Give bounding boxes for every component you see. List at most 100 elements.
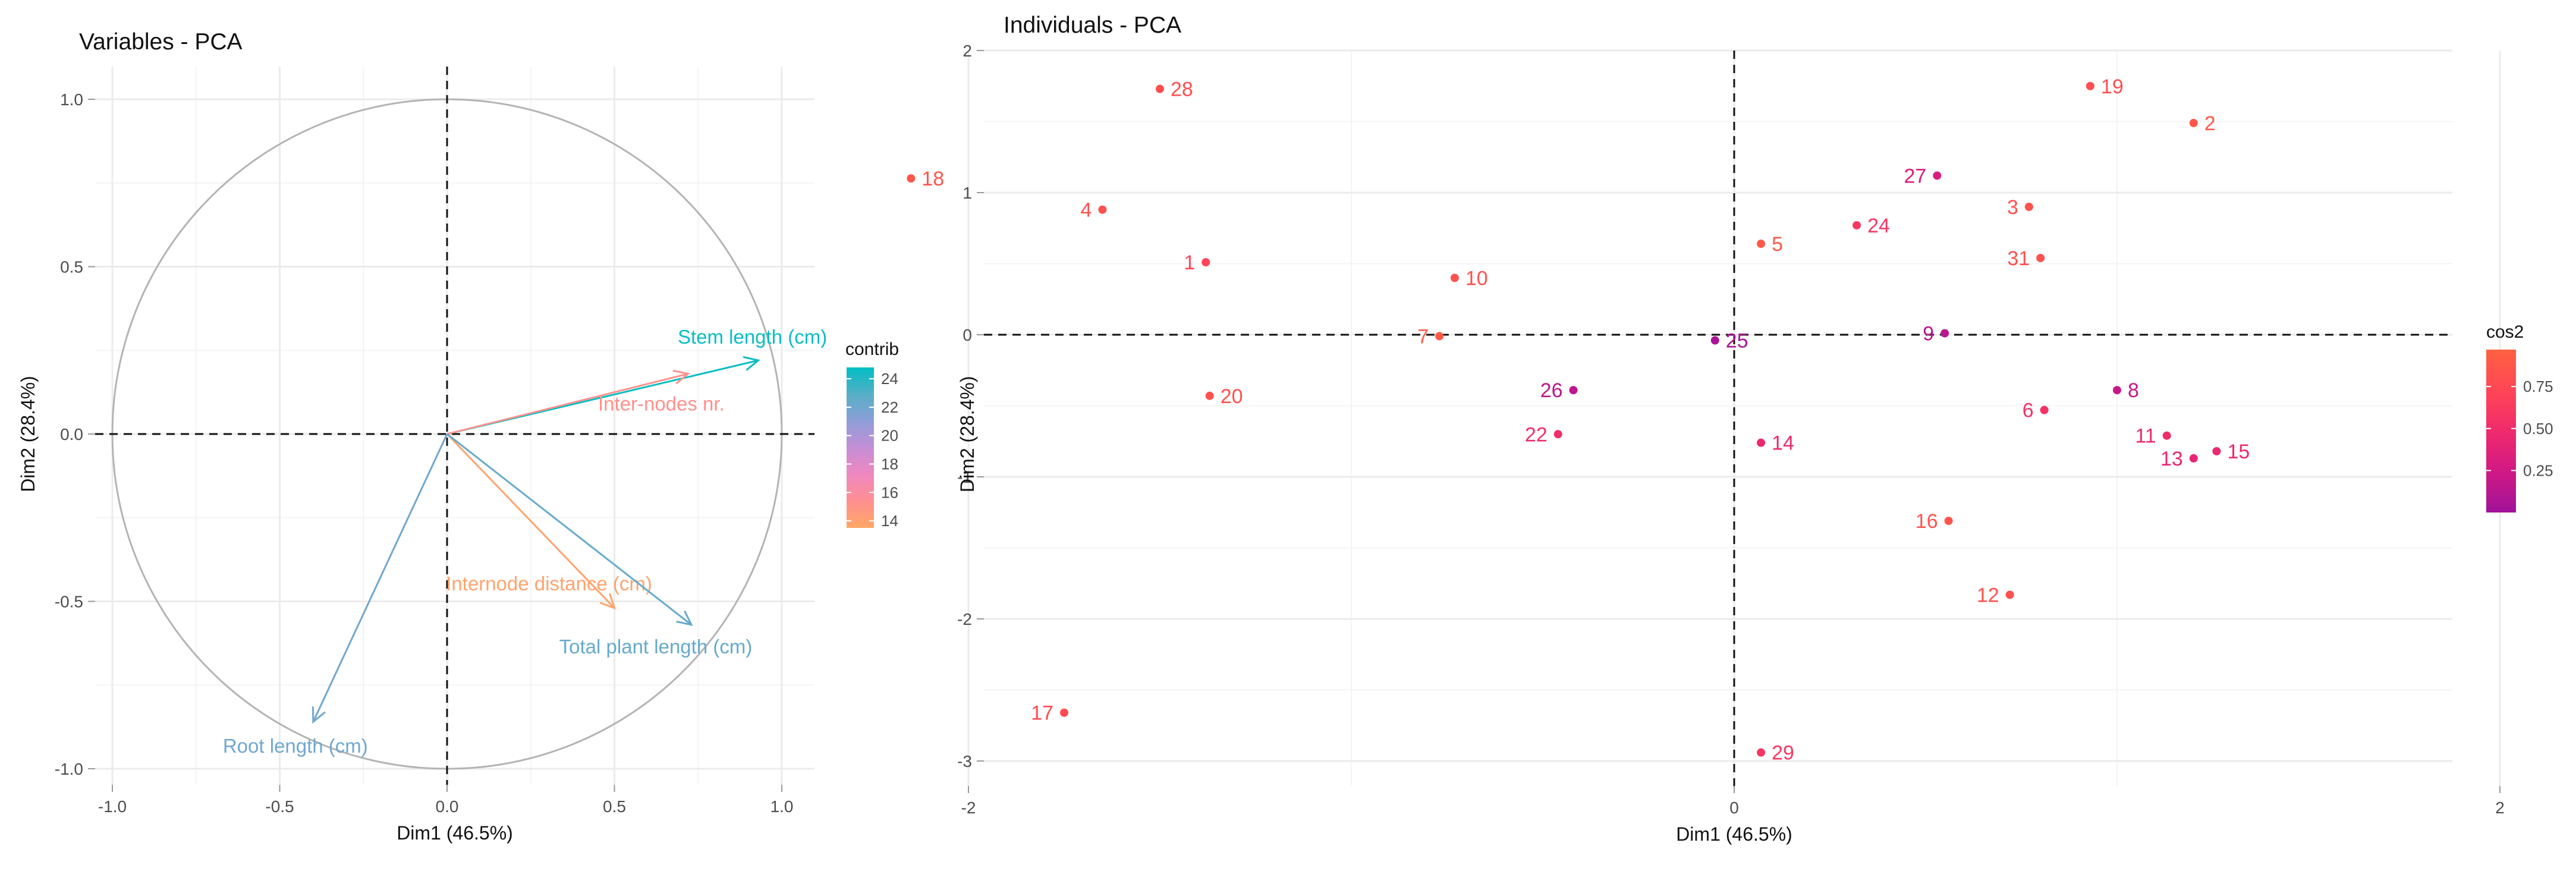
- individual-point: [2212, 446, 2221, 455]
- individual-point: [1710, 336, 1719, 345]
- variable-arrowhead: [599, 593, 616, 610]
- individual-label: 29: [1772, 742, 1794, 765]
- individual-label: 7: [1417, 325, 1429, 348]
- individual-label: 1: [1184, 251, 1195, 274]
- individual-point: [2024, 202, 2033, 211]
- individual-label: 19: [2101, 76, 2124, 98]
- individual-label: 6: [2023, 400, 2034, 422]
- y-tick-label: 0.0: [60, 425, 83, 444]
- individual-point: [2036, 253, 2045, 262]
- y-tick-label: -1.0: [55, 760, 83, 778]
- individual-point: [1205, 391, 1214, 400]
- legend-tick-label: 0.25: [2523, 461, 2553, 479]
- x-tick-label: 0: [1729, 798, 1739, 817]
- x-tick-label: -1.0: [98, 797, 127, 816]
- individual-label: 11: [2135, 425, 2156, 448]
- individual-label: 14: [1772, 432, 1794, 455]
- legend-tick-label: 0.50: [2523, 420, 2553, 438]
- variable-arrowhead: [676, 610, 693, 627]
- individual-label: 9: [1923, 323, 1934, 345]
- individual-label: 27: [1904, 165, 1926, 187]
- legend-tick-label: 20: [881, 427, 898, 445]
- individual-label: 16: [1916, 510, 1938, 533]
- variable-label: Internode distance (cm): [446, 573, 652, 595]
- chart-title: Individuals - PCA: [1004, 12, 1181, 38]
- x-tick-label: 0.0: [436, 797, 459, 816]
- plot-panel: [95, 67, 814, 785]
- y-tick-label: -3: [957, 752, 972, 771]
- individual-point: [1450, 273, 1459, 282]
- y-tick-label: -0.5: [55, 593, 83, 611]
- y-axis-label: Dim2 (28.4%): [957, 376, 978, 492]
- individual-label: 20: [1221, 385, 1243, 408]
- x-tick-label: -2: [961, 798, 976, 817]
- x-tick-label: 0.5: [603, 797, 626, 816]
- legend-tick-label: 24: [881, 370, 898, 388]
- individual-label: 3: [2007, 196, 2018, 219]
- individual-label: 10: [1465, 267, 1488, 290]
- individual-point: [1156, 84, 1164, 93]
- variable-label: Stem length (cm): [678, 326, 827, 348]
- individual-point: [1852, 221, 1861, 229]
- x-tick-label: 2: [2495, 798, 2505, 817]
- variable-arrow: [446, 433, 692, 626]
- individual-label: 31: [2007, 247, 2030, 270]
- individual-label: 15: [2227, 441, 2250, 463]
- x-tick-label: -0.5: [265, 797, 294, 816]
- variable-label: Inter-nodes nr.: [598, 393, 725, 415]
- individual-label: 4: [1080, 199, 1092, 222]
- variable-arrow: [446, 373, 688, 435]
- individual-point: [907, 174, 916, 183]
- legend-title: contrib: [845, 339, 899, 359]
- individual-point: [2162, 431, 2171, 440]
- individual-point: [1098, 205, 1107, 214]
- variable-label: Root length (cm): [223, 735, 368, 757]
- individual-point: [2113, 386, 2121, 395]
- legend-tick-label: 16: [881, 483, 898, 501]
- legend-colorbar: [2486, 350, 2516, 512]
- y-tick-label: 1.0: [60, 90, 83, 109]
- individual-point: [1757, 748, 1766, 757]
- chart-title: Variables - PCA: [79, 29, 243, 55]
- y-tick-label: -1: [957, 468, 972, 486]
- legend-tick-label: 22: [881, 398, 898, 416]
- y-tick-label: 2: [963, 42, 972, 60]
- y-tick-label: 0.5: [60, 258, 83, 276]
- individual-point: [2005, 590, 2014, 599]
- x-axis-label: Dim1 (46.5%): [397, 822, 513, 844]
- individual-label: 5: [1772, 233, 1783, 256]
- variable-arrowhead: [743, 356, 760, 371]
- legend-tick-label: 0.75: [2523, 378, 2553, 395]
- individual-label: 12: [1977, 584, 1999, 606]
- variable-arrowhead: [312, 706, 326, 724]
- individual-point: [1933, 171, 1942, 180]
- individual-point: [1201, 258, 1210, 267]
- x-axis-label: Dim1 (46.5%): [1676, 823, 1792, 845]
- individual-label: 28: [1171, 78, 1193, 101]
- plot-panel: [984, 51, 2452, 786]
- legend-title: cos2: [2486, 322, 2524, 342]
- x-tick-label: 1.0: [770, 797, 794, 816]
- individual-point: [1944, 517, 1953, 526]
- individual-label: 8: [2128, 379, 2139, 402]
- individual-point: [1940, 329, 1949, 338]
- legend-colorbar: [847, 367, 874, 528]
- individual-label: 13: [2160, 448, 2183, 470]
- individual-point: [1757, 240, 1766, 249]
- y-axis-label: Dim2 (28.4%): [17, 376, 39, 492]
- individual-point: [1060, 708, 1068, 717]
- individual-point: [1435, 332, 1444, 341]
- y-tick-label: 1: [963, 184, 972, 202]
- y-tick-label: 0: [963, 326, 972, 344]
- individual-point: [2086, 81, 2094, 90]
- individual-label: 17: [1031, 702, 1053, 725]
- individual-point: [1569, 386, 1578, 395]
- variable-arrowhead: [672, 369, 690, 385]
- individual-label: 2: [2204, 112, 2216, 135]
- variable-arrow: [312, 433, 448, 722]
- individual-point: [2189, 118, 2198, 127]
- individual-point: [2040, 405, 2049, 414]
- individual-label: 24: [1867, 215, 1890, 237]
- individual-point: [1553, 430, 1562, 439]
